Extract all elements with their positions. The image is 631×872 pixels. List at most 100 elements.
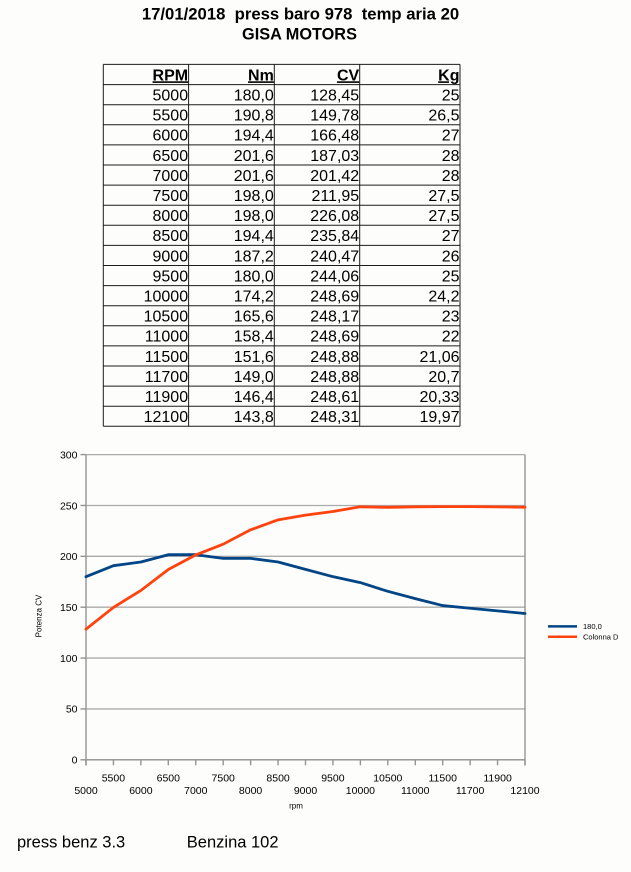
svg-text:150: 150	[60, 602, 78, 614]
svg-text:143,8: 143,8	[234, 409, 274, 426]
svg-text:149,0: 149,0	[234, 369, 274, 386]
svg-text:Benzina 102: Benzina 102	[187, 834, 279, 852]
svg-text:180,0: 180,0	[234, 268, 274, 285]
svg-text:190,8: 190,8	[234, 108, 274, 125]
svg-text:250: 250	[60, 500, 78, 512]
svg-text:6500: 6500	[153, 148, 189, 165]
svg-text:6500: 6500	[157, 773, 181, 785]
svg-text:26: 26	[442, 248, 460, 265]
svg-text:12100: 12100	[144, 409, 189, 426]
svg-text:rpm: rpm	[289, 802, 303, 811]
svg-text:187,2: 187,2	[234, 248, 274, 265]
svg-text:11900: 11900	[145, 389, 188, 406]
svg-text:6000: 6000	[153, 128, 189, 145]
svg-text:166,48: 166,48	[310, 128, 359, 145]
svg-text:10500: 10500	[373, 773, 402, 785]
svg-text:7500: 7500	[212, 773, 236, 785]
svg-text:28: 28	[442, 148, 460, 165]
svg-text:10000: 10000	[144, 289, 189, 306]
svg-text:Potenza CV: Potenza CV	[35, 594, 44, 637]
svg-text:244,06: 244,06	[310, 268, 359, 285]
svg-text:240,47: 240,47	[310, 248, 359, 265]
svg-text:Kg: Kg	[438, 67, 459, 84]
svg-text:211,95: 211,95	[311, 188, 359, 205]
svg-text:5000: 5000	[153, 88, 189, 105]
svg-text:248,17: 248,17	[310, 309, 359, 326]
svg-text:17/01/2018 press baro 978 te: 17/01/2018 press baro 978 temp aria 20	[142, 5, 459, 24]
svg-text:300: 300	[60, 449, 78, 461]
svg-text:24,2: 24,2	[428, 289, 459, 306]
svg-text:11500: 11500	[145, 349, 188, 366]
svg-text:press benz 3.3: press benz 3.3	[17, 834, 125, 852]
svg-text:27: 27	[442, 128, 460, 145]
svg-text:248,88: 248,88	[310, 349, 359, 366]
svg-text:20,33: 20,33	[419, 389, 459, 406]
svg-text:226,08: 226,08	[310, 208, 359, 225]
svg-text:27: 27	[442, 228, 460, 245]
svg-text:21,06: 21,06	[419, 349, 459, 366]
svg-text:248,69: 248,69	[310, 329, 359, 346]
svg-text:11000: 11000	[145, 329, 188, 346]
svg-text:151,6: 151,6	[234, 349, 274, 366]
svg-text:10000: 10000	[346, 785, 375, 797]
svg-text:146,4: 146,4	[234, 389, 274, 406]
svg-text:28: 28	[442, 168, 460, 185]
svg-text:165,6: 165,6	[234, 309, 274, 326]
svg-text:Nm: Nm	[248, 67, 274, 84]
svg-text:180,0: 180,0	[234, 88, 274, 105]
svg-text:248,88: 248,88	[310, 369, 359, 386]
svg-text:194,4: 194,4	[234, 128, 274, 145]
svg-text:235,84: 235,84	[310, 228, 359, 245]
svg-text:12100: 12100	[510, 785, 539, 797]
svg-text:6000: 6000	[129, 785, 153, 797]
svg-text:248,31: 248,31	[310, 409, 359, 426]
svg-text:20,7: 20,7	[428, 369, 459, 386]
svg-text:GISA MOTORS: GISA MOTORS	[242, 26, 357, 44]
svg-text:27,5: 27,5	[428, 188, 459, 205]
svg-text:25: 25	[442, 268, 460, 285]
svg-text:Colonna D: Colonna D	[583, 633, 619, 642]
svg-text:180,0: 180,0	[583, 622, 602, 631]
svg-text:7500: 7500	[153, 188, 189, 205]
svg-text:8500: 8500	[153, 228, 189, 245]
svg-text:25: 25	[442, 88, 460, 105]
svg-text:0: 0	[72, 755, 78, 767]
svg-text:7000: 7000	[184, 785, 208, 797]
svg-text:10500: 10500	[144, 309, 189, 326]
svg-text:27,5: 27,5	[428, 208, 459, 225]
svg-text:100: 100	[60, 653, 78, 665]
svg-text:9000: 9000	[294, 785, 318, 797]
svg-text:158,4: 158,4	[234, 329, 274, 346]
svg-text:9500: 9500	[153, 268, 189, 285]
svg-text:CV: CV	[337, 67, 360, 84]
svg-text:5500: 5500	[153, 108, 189, 125]
svg-text:8500: 8500	[266, 773, 290, 785]
svg-text:149,78: 149,78	[310, 108, 359, 125]
svg-text:22: 22	[442, 329, 460, 346]
svg-text:11900: 11900	[483, 773, 512, 785]
svg-text:128,45: 128,45	[310, 88, 359, 105]
svg-text:11500: 11500	[428, 773, 457, 785]
svg-text:201,42: 201,42	[310, 168, 359, 185]
svg-text:26,5: 26,5	[428, 108, 459, 125]
svg-text:200: 200	[60, 551, 78, 563]
svg-text:8000: 8000	[239, 785, 263, 797]
svg-text:7000: 7000	[153, 168, 189, 185]
svg-text:11700: 11700	[456, 785, 485, 797]
svg-text:11700: 11700	[145, 369, 188, 386]
svg-text:5000: 5000	[74, 785, 98, 797]
svg-text:RPM: RPM	[153, 67, 189, 84]
svg-text:201,6: 201,6	[234, 168, 274, 185]
svg-text:50: 50	[66, 704, 78, 716]
svg-text:248,61: 248,61	[310, 389, 359, 406]
svg-text:9000: 9000	[153, 248, 189, 265]
svg-text:198,0: 198,0	[234, 208, 274, 225]
svg-text:201,6: 201,6	[234, 148, 274, 165]
svg-text:8000: 8000	[153, 208, 189, 225]
svg-text:19,97: 19,97	[419, 409, 459, 426]
svg-text:194,4: 194,4	[234, 228, 274, 245]
svg-text:248,69: 248,69	[310, 289, 359, 306]
svg-text:9500: 9500	[321, 773, 345, 785]
svg-text:198,0: 198,0	[234, 188, 274, 205]
svg-text:5500: 5500	[102, 773, 126, 785]
